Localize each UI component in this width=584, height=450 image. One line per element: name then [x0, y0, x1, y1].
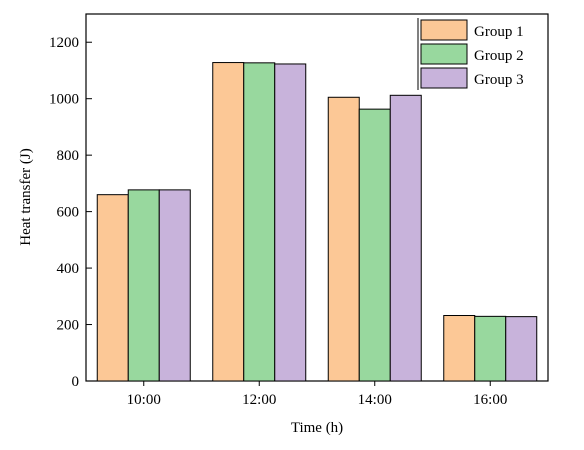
- bar-1-1400: [327, 96, 360, 382]
- legend-swatch: [420, 43, 468, 65]
- bar-3-1600: [505, 316, 538, 382]
- x-tick-label: 12:00: [242, 392, 276, 408]
- bars: [96, 62, 538, 382]
- y-axis: 0 200 400 600 800 1000 1200: [49, 35, 92, 390]
- legend-swatch: [420, 19, 468, 41]
- legend-label: Group 1: [474, 24, 524, 40]
- bar-2-1600: [474, 315, 507, 382]
- legend-label: Group 3: [474, 72, 524, 88]
- legend-label: Group 2: [474, 48, 524, 64]
- y-tick-label: 400: [57, 261, 80, 277]
- x-axis-title: Time (h): [291, 420, 343, 436]
- y-tick-label: 1000: [49, 92, 79, 108]
- x-tick-label: 10:00: [127, 392, 161, 408]
- bar-2-1200: [243, 62, 276, 382]
- y-tick-label: 800: [57, 148, 80, 164]
- bar-3-1200: [274, 63, 307, 382]
- y-tick-label: 1200: [49, 35, 79, 51]
- bar-1-1600: [443, 315, 476, 382]
- x-tick-label: 16:00: [473, 392, 507, 408]
- y-tick-label: 600: [57, 205, 80, 221]
- bar-2-1000: [127, 189, 160, 382]
- bar-1-1000: [96, 194, 129, 382]
- y-axis-title: Heat transfer (J): [18, 148, 34, 245]
- x-tick-label: 14:00: [358, 392, 392, 408]
- y-tick-label: 0: [72, 374, 80, 390]
- legend-swatch: [420, 67, 468, 89]
- bar-2-1400: [358, 108, 391, 382]
- bar-3-1400: [389, 94, 422, 382]
- bar-1-1200: [212, 62, 245, 382]
- plot-frame: [85, 13, 549, 382]
- bar-3-1000: [158, 189, 191, 382]
- legend: Group 1 Group 2 Group 3: [417, 18, 524, 90]
- y-tick-label: 200: [57, 318, 80, 334]
- x-axis: 10:00 12:00 14:00 16:00: [127, 381, 507, 408]
